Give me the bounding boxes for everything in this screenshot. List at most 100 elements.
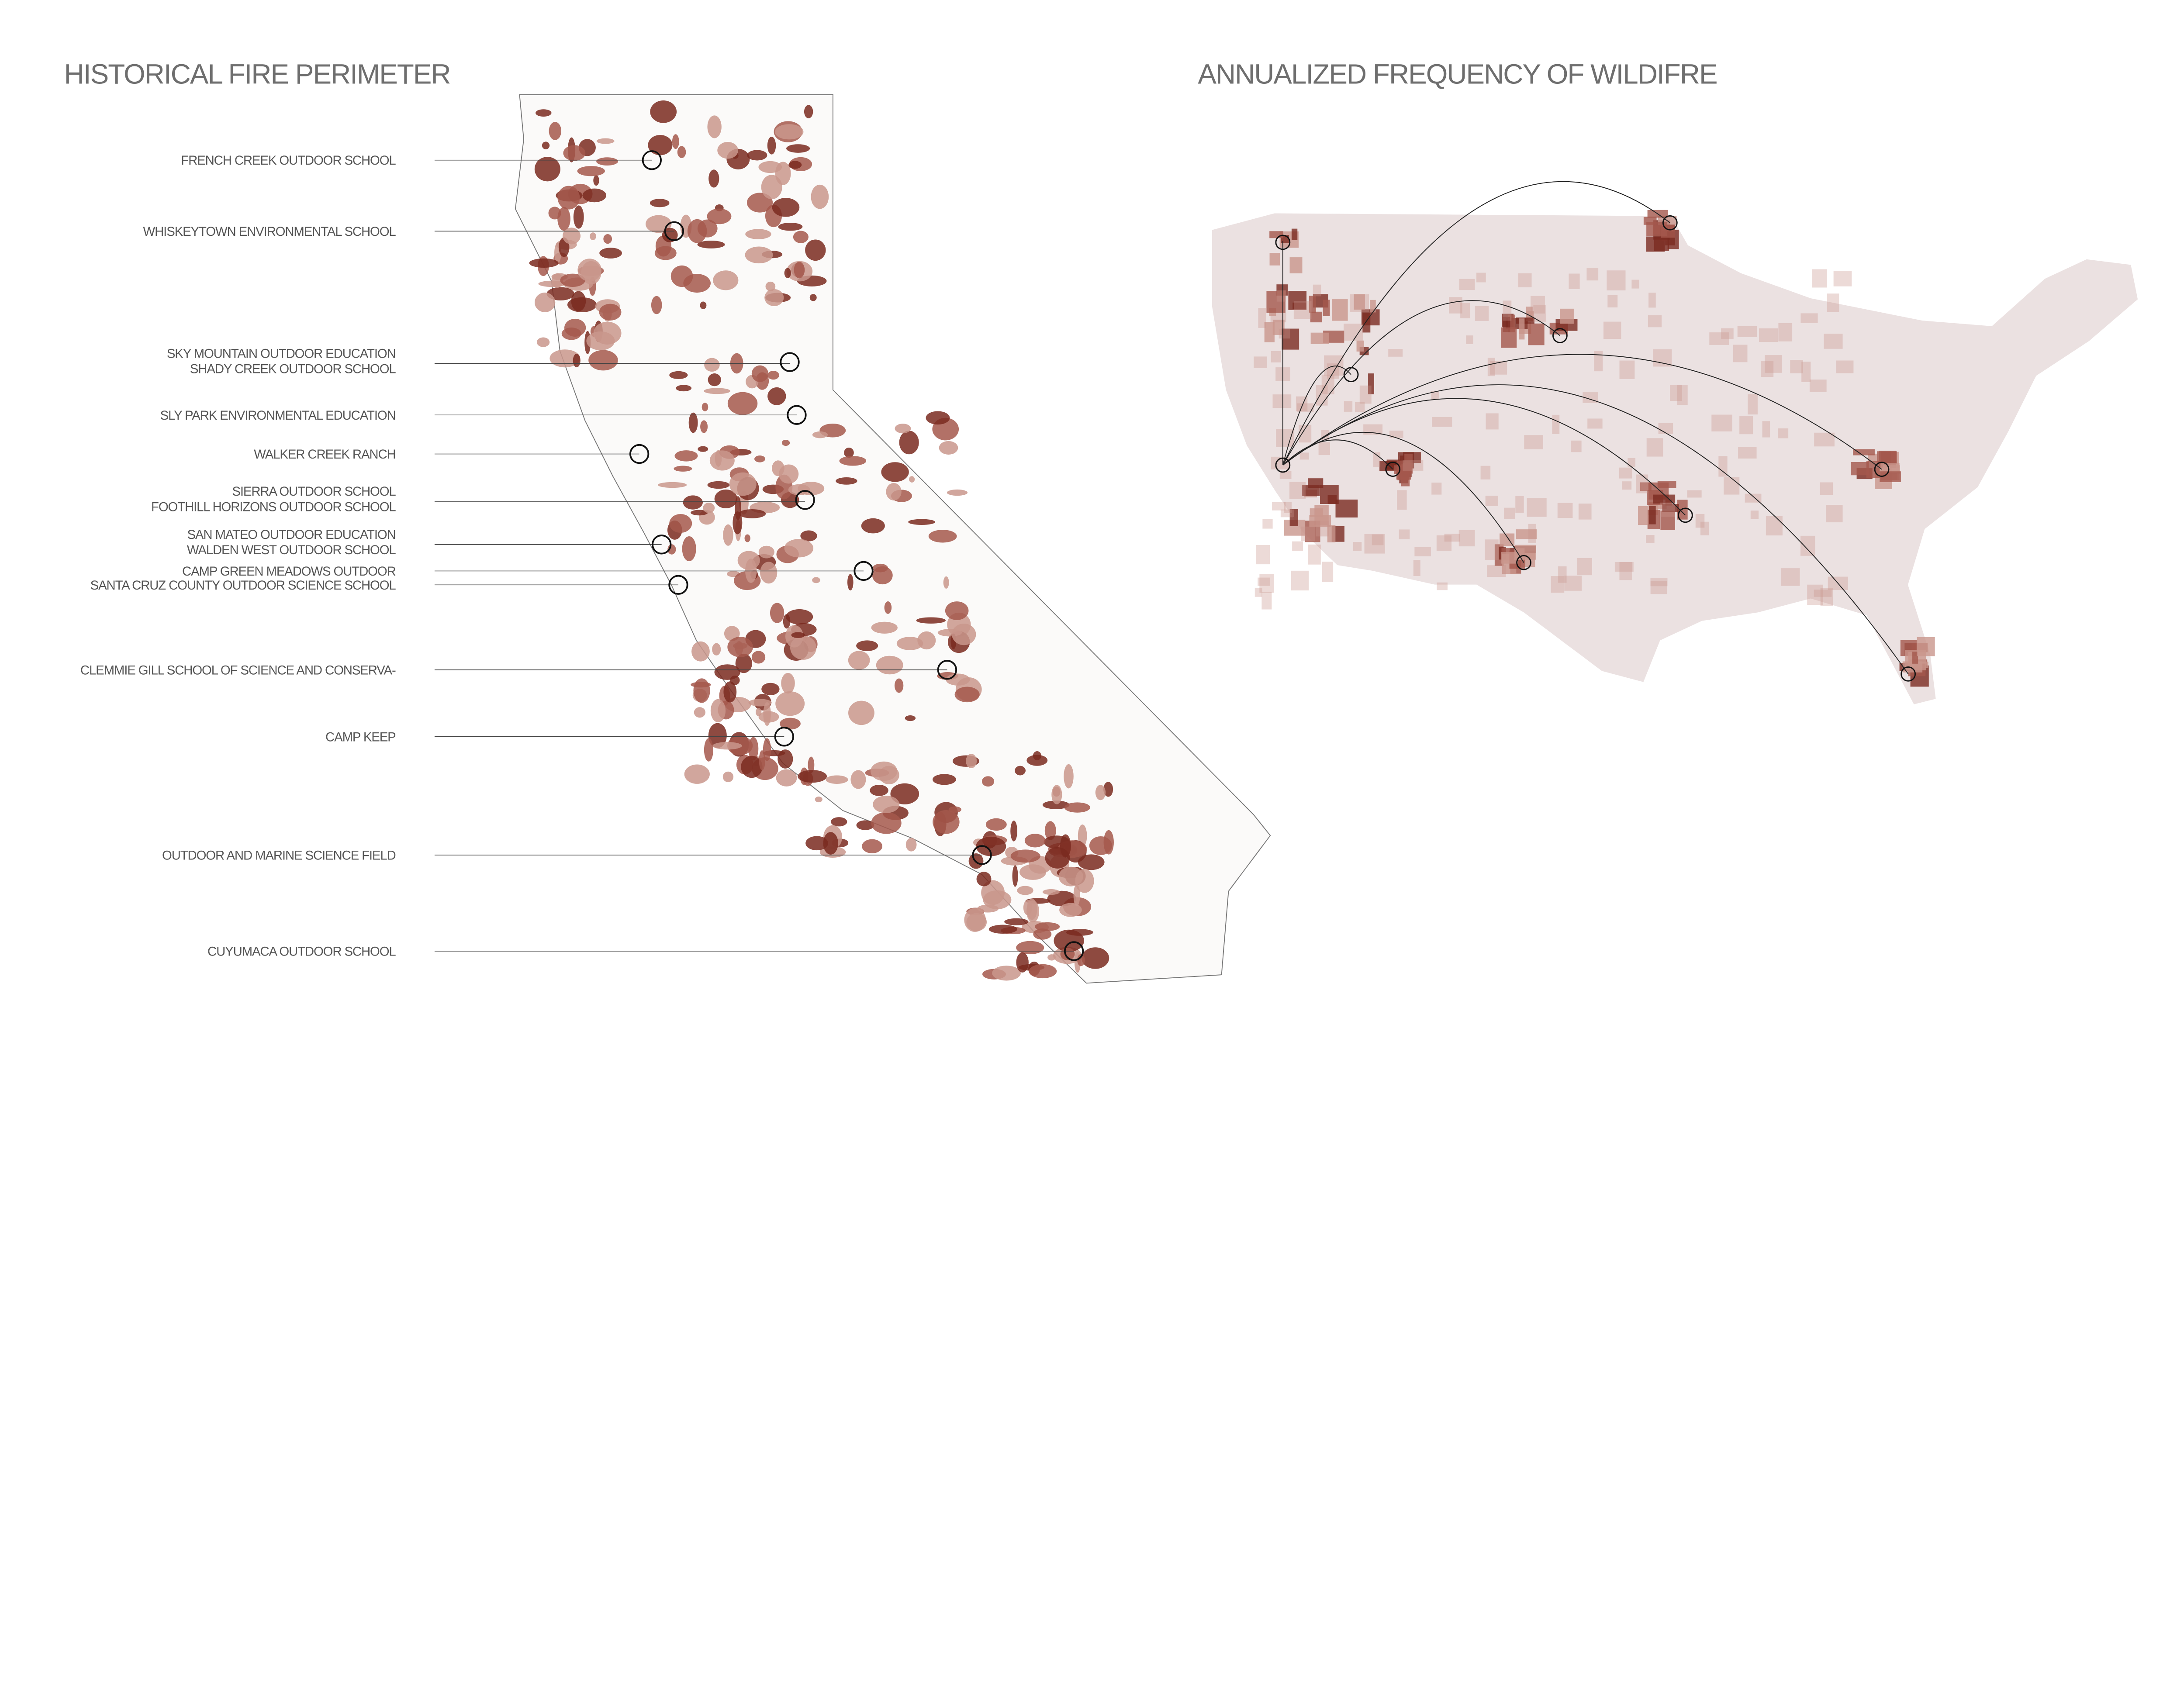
fire-patch [966, 913, 987, 931]
fire-patch [781, 440, 790, 446]
county-cell [1800, 535, 1815, 556]
destination-marker-circle[interactable] [1385, 462, 1401, 477]
fire-patch [1077, 954, 1085, 966]
county-cell [1344, 324, 1363, 341]
county-cell [1323, 300, 1330, 316]
county-cell [1851, 462, 1869, 476]
county-cell [1868, 453, 1878, 462]
county-cell [1636, 474, 1648, 493]
county-cell [1271, 351, 1281, 362]
map-canvas: HISTORICAL FIRE PERIMETER ANNUALIZED FRE… [64, 58, 2139, 984]
county-cell [1912, 652, 1918, 664]
site-marker-circle[interactable] [937, 660, 957, 680]
destination-marker-circle[interactable] [1662, 215, 1678, 231]
site-marker-circle[interactable] [1064, 941, 1084, 961]
site-marker-circle[interactable] [780, 352, 800, 372]
site-marker-circle[interactable] [664, 221, 684, 241]
fire-patch [751, 651, 766, 664]
county-cell [1279, 471, 1292, 480]
fire-patch [886, 483, 902, 501]
destination-marker-circle[interactable] [1678, 507, 1693, 523]
county-cell [1820, 482, 1833, 495]
site-marker-circle[interactable] [795, 490, 815, 510]
fire-patch [794, 262, 805, 279]
fire-patch [899, 431, 919, 455]
fire-patch [683, 495, 703, 510]
site-marker-circle[interactable] [652, 535, 672, 555]
fire-patch [947, 489, 968, 496]
county-cell [1646, 535, 1655, 543]
fire-patch [939, 441, 958, 455]
fire-patch [704, 358, 720, 372]
fire-patch [708, 169, 719, 188]
site-marker-circle[interactable] [642, 150, 662, 170]
fire-patch [707, 481, 730, 489]
fire-patch [1047, 954, 1056, 961]
site-label: FOOTHILL HORIZONS OUTDOOR SCHOOL [151, 500, 396, 514]
site-marker-circle[interactable] [774, 727, 794, 747]
destination-marker-circle[interactable] [1874, 462, 1890, 477]
county-cell [1917, 637, 1935, 656]
california-outline [515, 94, 1271, 984]
county-cell [1653, 349, 1672, 367]
site-label: CAMP GREEN MEADOWS OUTDOOR [182, 564, 396, 579]
county-cell [1586, 268, 1599, 281]
county-cell [1259, 574, 1274, 593]
destination-marker-circle[interactable] [1516, 555, 1531, 570]
county-cell [1594, 351, 1603, 372]
county-cell [1638, 506, 1648, 525]
county-cell [1619, 360, 1635, 379]
county-cell [1738, 447, 1757, 459]
destination-marker-circle[interactable] [1275, 235, 1291, 250]
fire-patch [811, 184, 829, 209]
site-marker-circle[interactable] [787, 405, 807, 425]
site-marker-circle[interactable] [972, 845, 992, 865]
county-cell [1437, 582, 1448, 590]
county-cell [1327, 525, 1336, 543]
fire-patch [1066, 929, 1093, 936]
origin-marker-circle[interactable] [1275, 457, 1291, 473]
county-cell [1291, 228, 1298, 240]
fire-patch [881, 462, 909, 482]
fire-patch [1023, 900, 1032, 915]
county-cell [1299, 424, 1312, 443]
connection-arcs [1275, 181, 1916, 682]
site-marker-circle[interactable] [668, 575, 688, 595]
county-cell [1607, 295, 1618, 307]
county-cell [1359, 385, 1372, 404]
fire-patch [812, 577, 820, 583]
fire-patch [836, 477, 857, 485]
county-cell [1853, 449, 1875, 455]
fire-perimeter-patches [529, 100, 1114, 981]
site-marker-circle[interactable] [854, 561, 874, 581]
fire-patch [844, 447, 854, 458]
fire-patch [741, 756, 763, 778]
fire-patch [1042, 889, 1060, 895]
fire-patch [1017, 886, 1033, 895]
site-marker-circle[interactable] [629, 444, 650, 464]
county-cell [1801, 362, 1811, 382]
county-cell [1531, 296, 1545, 314]
destination-marker-circle[interactable] [1901, 666, 1916, 682]
fire-patch [1075, 869, 1094, 893]
county-cell [1397, 490, 1407, 510]
destination-marker-circle[interactable] [1552, 328, 1568, 343]
fire-patch [669, 514, 692, 533]
site-label: CAMP KEEP [325, 730, 396, 744]
county-cell [1370, 300, 1376, 313]
county-cell [1308, 544, 1321, 565]
fire-patch [529, 258, 559, 268]
fire-patch [780, 718, 801, 730]
fire-patch [670, 265, 693, 287]
county-cell [1280, 509, 1294, 517]
fire-patch [928, 530, 957, 543]
fire-patch [933, 774, 956, 785]
county-cell [1516, 529, 1537, 539]
fire-patch [676, 385, 692, 392]
fire-patch [1059, 903, 1082, 917]
county-cell [1622, 481, 1632, 490]
left-title: HISTORICAL FIRE PERIMETER [64, 58, 450, 90]
fire-patch [560, 273, 585, 287]
fire-patch [710, 699, 726, 723]
fire-patch [535, 292, 556, 313]
